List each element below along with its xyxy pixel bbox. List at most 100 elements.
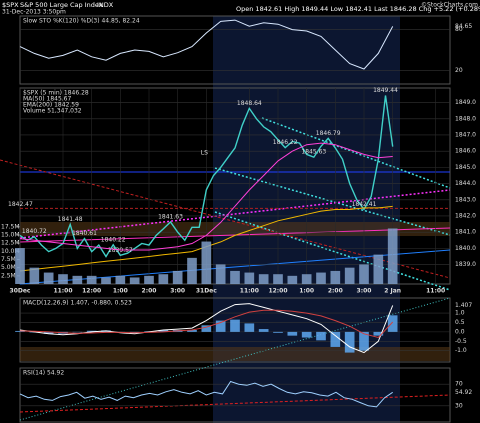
bar [29, 267, 40, 284]
bar [387, 228, 398, 284]
y2-tick-label: 7.5M [1, 256, 16, 263]
y-tick-label: 1843.0 [455, 196, 476, 203]
x-tick-label: 12:00 [268, 288, 287, 295]
y-tick-label: 1848.0 [455, 115, 476, 122]
bar [115, 275, 126, 284]
panel-frame [19, 367, 451, 423]
trendline [214, 211, 451, 291]
bar [301, 331, 312, 338]
bar [344, 331, 355, 353]
x-tick-label: 3:00 [170, 288, 185, 295]
value-label: 1840.22 [101, 236, 126, 243]
value-label: 1842.41 [352, 201, 377, 208]
bar [244, 272, 255, 284]
y-tick-label: 30 [455, 402, 463, 409]
y-tick-label: 70 [455, 381, 463, 388]
y-tick-label: 1846.0 [455, 148, 476, 155]
quote: Open 1842.61 High 1849.44 Low 1842.41 La… [236, 5, 480, 13]
value-label: 1841.48 [58, 216, 83, 223]
x-tick-label: 1:00 [113, 288, 128, 295]
bar [86, 275, 97, 284]
bar [330, 331, 341, 347]
bar [144, 275, 154, 284]
series-line [19, 95, 394, 258]
value-label: 1845.63 [301, 149, 326, 156]
y-tick-label: 1844.0 [455, 180, 476, 187]
y2-tick-label: 15.0M [1, 232, 20, 239]
value-label: 1846.79 [316, 130, 341, 137]
bar [344, 267, 355, 284]
bar [244, 323, 255, 332]
bar [215, 264, 226, 284]
trendline [19, 394, 451, 413]
bar [15, 330, 25, 332]
index-name: S&P 500 Large Cap Index [20, 1, 103, 9]
x-tick-label: 11:00 [53, 288, 72, 295]
series-line [19, 380, 393, 408]
bar [330, 270, 341, 284]
value-label: 1840.61 [72, 230, 97, 237]
y-tick-label: 1849.0 [455, 99, 476, 106]
bar [215, 320, 226, 332]
legend-entry: $SPX (5 min) 1846.28 [23, 90, 89, 97]
value-label: 1840.72 [22, 228, 47, 235]
y-tick-label: 1.0 [455, 310, 465, 317]
bar [359, 264, 369, 284]
value-label: 54.92 [455, 389, 472, 396]
y2-tick-label: 5.0M [1, 264, 16, 271]
x-tick-label: 2:00 [328, 288, 343, 295]
trendline [214, 167, 451, 236]
value-label: 1.407 [455, 302, 472, 309]
bar [172, 270, 183, 284]
x-tick-label: 11:00 [240, 288, 259, 295]
y-tick-label: 1842.0 [455, 212, 476, 219]
bar [301, 274, 312, 284]
bar [158, 274, 169, 284]
bar [287, 275, 298, 284]
y2-tick-label: 2.5M [1, 272, 16, 279]
x-tick-label: 2 Jan [384, 288, 401, 295]
y-tick-label: 1841.0 [455, 229, 476, 236]
y2-tick-label: 10.0M [1, 248, 20, 255]
legend-entry: Volume 51,347,032 [23, 108, 82, 115]
bar [273, 331, 283, 333]
bar [43, 331, 54, 334]
bar [43, 272, 54, 284]
trendline [19, 297, 451, 421]
bar [201, 241, 212, 284]
exchange: INDX [97, 1, 114, 9]
bar [230, 270, 240, 284]
bar [359, 331, 369, 351]
annotation: LS [201, 149, 208, 156]
bar [101, 277, 111, 284]
legend-entry: EMA(200) 1842.59 [23, 102, 79, 109]
series-line [19, 19, 394, 70]
panel-title: MACD(12,26,9) 1.407, -0.880, 0.523 [23, 300, 132, 307]
value-label: 1848.64 [237, 100, 262, 107]
level-label: 1842.47 [8, 201, 33, 208]
y-tick-label: 1845.0 [455, 164, 476, 171]
series-line [19, 142, 393, 251]
y-tick-label: 20 [455, 67, 463, 74]
value-label: 1849.44 [373, 87, 398, 94]
bar [373, 331, 384, 336]
x-tick-label: 31Dec [196, 288, 217, 295]
panel-frame [19, 15, 451, 85]
bar [187, 257, 197, 284]
x-tick-label: 3:00 [357, 288, 372, 295]
credit: ©StockCharts.com [421, 2, 478, 9]
symbol: $SPX [2, 1, 19, 9]
y2-tick-label: 17.5M [1, 223, 20, 230]
datetime: 31-Dec-2013 3:50pm [2, 9, 66, 16]
bar [373, 254, 384, 284]
y-tick-label: -1.0 [455, 347, 467, 354]
support-band [20, 347, 450, 361]
bar [387, 315, 398, 332]
bar [86, 330, 97, 332]
value-label: 1841.63 [158, 213, 183, 220]
bar [258, 329, 269, 332]
panel-title: Slow STO %K(120) %D(3) 44.85, 82.24 [23, 18, 140, 25]
y-tick-label: 0.0 [455, 328, 465, 335]
bar [258, 274, 269, 284]
